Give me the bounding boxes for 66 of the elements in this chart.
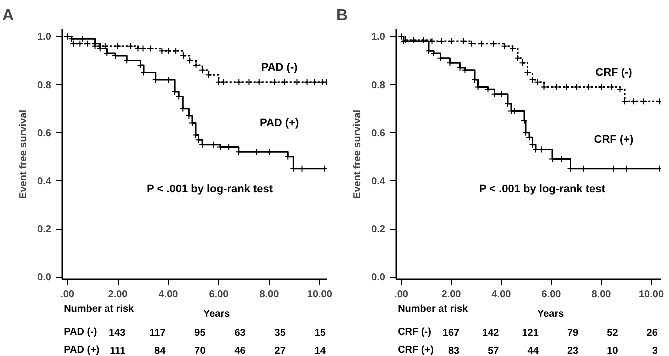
text: 121 bbox=[522, 328, 540, 339]
annotation: P < .001 by log-rank test bbox=[147, 184, 274, 196]
text: 3 bbox=[652, 346, 658, 356]
x-tick-label: 6.00 bbox=[209, 290, 230, 300]
x-tick-label: .00 bbox=[60, 290, 75, 300]
text: 35 bbox=[274, 328, 286, 339]
series-label: CRF (-) bbox=[596, 66, 633, 79]
text: 167 bbox=[442, 328, 460, 339]
text: 52 bbox=[607, 328, 619, 339]
y-tick-label: 0.4 bbox=[38, 176, 52, 188]
y-tick-label: 0.8 bbox=[372, 80, 386, 92]
y-tick-label: 0.0 bbox=[372, 272, 386, 284]
x-tick-label: 8.00 bbox=[592, 290, 612, 300]
series-label: PAD (-) bbox=[261, 62, 298, 74]
text: Number at risk bbox=[64, 304, 135, 315]
text: 27 bbox=[274, 346, 286, 356]
x-tick-label: 4.00 bbox=[158, 290, 179, 300]
text: 117 bbox=[150, 328, 166, 339]
text: 63 bbox=[234, 328, 246, 339]
text: 142 bbox=[482, 328, 500, 339]
text: Number at risk bbox=[398, 304, 469, 315]
y-tick-label: 0.2 bbox=[372, 224, 386, 236]
y-tick-label: 0.0 bbox=[38, 272, 52, 284]
x-tick-label: .00 bbox=[394, 290, 409, 300]
text: 79 bbox=[567, 328, 580, 339]
text: 84 bbox=[154, 346, 166, 356]
text: PAD (+) bbox=[64, 345, 100, 356]
x-tick-label: 6.00 bbox=[542, 290, 562, 300]
x-tick-label: 10.00 bbox=[638, 290, 664, 300]
y-tick-label: 0.2 bbox=[38, 224, 52, 236]
annotation: P < .001 by log-rank test bbox=[479, 184, 606, 196]
text: 111 bbox=[110, 346, 126, 356]
series-label: PAD (+) bbox=[260, 117, 300, 130]
y-tick-label: 0.8 bbox=[38, 80, 52, 92]
y-tick-label: 0.6 bbox=[372, 128, 386, 140]
y-axis-title: Event free survival bbox=[352, 110, 364, 199]
text: 15 bbox=[314, 328, 326, 339]
text: 14 bbox=[314, 346, 326, 356]
text: 23 bbox=[567, 346, 580, 356]
text: 46 bbox=[234, 346, 246, 356]
text: 26 bbox=[646, 328, 658, 339]
y-tick-label: 1.0 bbox=[372, 32, 386, 44]
y-tick-label: 0.6 bbox=[38, 128, 52, 140]
text: 143 bbox=[109, 328, 126, 339]
x-tick-label: 4.00 bbox=[492, 290, 512, 300]
text: PAD (-) bbox=[64, 327, 98, 338]
text: 57 bbox=[488, 346, 500, 356]
x-tick-label: 8.00 bbox=[260, 290, 280, 300]
text: 70 bbox=[194, 346, 206, 356]
text: CRF (-) bbox=[398, 327, 432, 338]
y-tick-label: 0.4 bbox=[372, 176, 386, 188]
text: 83 bbox=[448, 346, 460, 356]
chart-title: A bbox=[2, 8, 14, 24]
x-axis-title: Years bbox=[203, 309, 231, 320]
chart-title: B bbox=[336, 8, 348, 24]
series-label: CRF (+) bbox=[594, 134, 634, 146]
y-tick-label: 1.0 bbox=[38, 32, 52, 44]
text: 44 bbox=[528, 346, 540, 356]
x-tick-label: 2.00 bbox=[442, 290, 462, 300]
y-axis-title: Event free survival bbox=[18, 110, 30, 199]
x-tick-label: 10.00 bbox=[307, 290, 333, 300]
x-tick-label: 2.00 bbox=[108, 290, 128, 300]
text: CRF (+) bbox=[398, 345, 434, 356]
x-axis-title: Years bbox=[537, 309, 565, 320]
text: 95 bbox=[194, 328, 206, 339]
text: 10 bbox=[607, 346, 619, 356]
